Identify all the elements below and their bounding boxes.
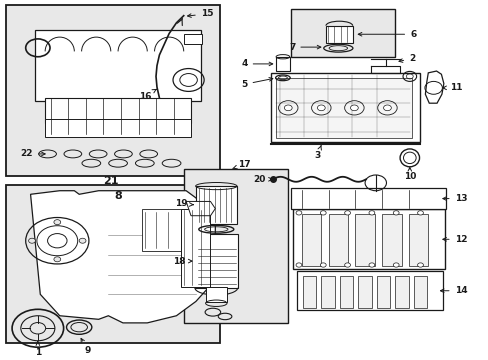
Text: 19: 19 — [175, 199, 193, 208]
Bar — [358, 276, 371, 308]
Bar — [394, 276, 408, 308]
Bar — [325, 26, 352, 43]
Bar — [290, 9, 394, 57]
Circle shape — [54, 220, 61, 225]
Bar — [45, 98, 191, 123]
Bar — [195, 234, 237, 288]
Circle shape — [344, 263, 350, 267]
Text: 9: 9 — [81, 338, 91, 355]
Circle shape — [295, 211, 301, 215]
Circle shape — [320, 263, 325, 267]
Text: 11: 11 — [442, 83, 462, 92]
Bar — [205, 287, 226, 302]
Bar — [45, 119, 191, 137]
Bar — [381, 213, 401, 266]
Circle shape — [368, 211, 374, 215]
Bar — [271, 73, 419, 143]
Text: 3: 3 — [314, 146, 321, 160]
Bar — [296, 271, 442, 310]
Bar — [355, 213, 374, 266]
Text: 21: 21 — [103, 176, 118, 186]
Circle shape — [320, 211, 325, 215]
Bar — [321, 276, 334, 308]
Polygon shape — [425, 71, 443, 103]
Bar — [302, 276, 316, 308]
Bar — [181, 208, 210, 287]
Text: 22: 22 — [20, 149, 45, 158]
Text: 4: 4 — [241, 59, 272, 68]
Text: 8: 8 — [114, 191, 122, 201]
Text: 6: 6 — [358, 30, 415, 39]
Text: 7: 7 — [288, 42, 320, 51]
Text: 15: 15 — [187, 9, 213, 18]
Circle shape — [368, 263, 374, 267]
Bar — [196, 186, 237, 224]
Text: 14: 14 — [440, 286, 466, 295]
Circle shape — [29, 238, 35, 243]
Text: 18: 18 — [172, 257, 192, 266]
Bar — [339, 276, 353, 308]
Circle shape — [54, 257, 61, 262]
Text: 10: 10 — [403, 167, 415, 181]
Circle shape — [392, 263, 398, 267]
Bar — [376, 276, 389, 308]
Circle shape — [383, 105, 390, 111]
Bar — [183, 34, 202, 44]
Text: 2: 2 — [398, 54, 414, 63]
Circle shape — [417, 211, 423, 215]
Circle shape — [350, 105, 358, 111]
Bar — [328, 213, 347, 266]
Circle shape — [417, 263, 423, 267]
Bar — [276, 57, 289, 71]
Bar — [6, 5, 220, 176]
Bar — [183, 169, 287, 323]
Bar — [35, 30, 201, 102]
Bar — [290, 188, 446, 209]
Text: 20: 20 — [252, 175, 272, 184]
Circle shape — [344, 211, 350, 215]
Bar — [413, 276, 427, 308]
Text: 5: 5 — [241, 77, 272, 89]
Text: 17: 17 — [232, 160, 250, 169]
Bar — [276, 78, 411, 138]
Circle shape — [284, 105, 291, 111]
Polygon shape — [186, 202, 215, 216]
Text: 12: 12 — [442, 235, 466, 244]
Bar — [142, 208, 181, 251]
Text: 13: 13 — [442, 194, 466, 203]
Circle shape — [392, 211, 398, 215]
Bar — [292, 209, 444, 269]
Text: 1: 1 — [35, 342, 41, 357]
Circle shape — [79, 238, 86, 243]
Bar — [408, 213, 427, 266]
Polygon shape — [30, 191, 215, 323]
Circle shape — [317, 105, 325, 111]
Bar — [301, 213, 321, 266]
Circle shape — [295, 263, 301, 267]
Text: 16: 16 — [138, 89, 156, 100]
Bar — [6, 185, 220, 342]
